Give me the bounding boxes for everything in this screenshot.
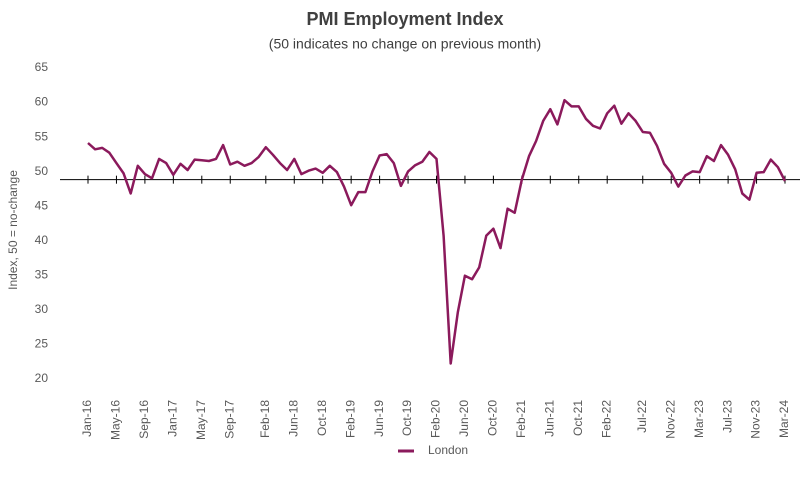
y-tick-label: 60 <box>35 95 49 109</box>
x-tick-label: Feb-18 <box>258 400 272 438</box>
x-tick-label: Sep-16 <box>137 400 151 439</box>
x-tick-label: Oct-20 <box>486 400 500 436</box>
chart-subtitle: (50 indicates no change on previous mont… <box>269 36 541 52</box>
x-tick-label: Feb-20 <box>429 400 443 438</box>
x-tick-label: Jul-22 <box>635 400 649 433</box>
x-tick-label: Oct-19 <box>400 400 414 436</box>
x-tick-label: Jan-16 <box>80 400 94 437</box>
y-tick-label: 40 <box>35 233 49 247</box>
y-axis-label: Index, 50 = no-change <box>6 170 20 290</box>
x-tick-label: May-16 <box>109 400 123 440</box>
x-tick-label: Jun-19 <box>372 400 386 437</box>
chart-title: PMI Employment Index <box>306 9 503 29</box>
y-tick-label: 65 <box>35 60 49 74</box>
x-tick-label: May-17 <box>194 400 208 440</box>
y-tick-label: 30 <box>35 302 49 316</box>
x-tick-label: Feb-22 <box>599 400 613 438</box>
x-tick-label: Oct-21 <box>571 400 585 436</box>
y-tick-label: 25 <box>35 337 49 351</box>
x-tick-label: Jun-21 <box>542 400 556 437</box>
x-tick-label: Mar-24 <box>777 400 791 438</box>
x-tick-label: Oct-18 <box>315 400 329 436</box>
y-tick-label: 35 <box>35 268 49 282</box>
x-tick-label: Nov-23 <box>749 400 763 439</box>
x-tick-label: Jul-23 <box>720 400 734 433</box>
x-tick-label: Nov-22 <box>663 400 677 439</box>
x-tick-label: Mar-23 <box>692 400 706 438</box>
y-tick-label: 20 <box>35 371 49 385</box>
y-tick-label: 45 <box>35 198 49 212</box>
legend-label: London <box>428 443 468 457</box>
x-tick-label: Feb-19 <box>343 400 357 438</box>
x-tick-label: Feb-21 <box>514 400 528 438</box>
x-tick-label: Sep-17 <box>222 400 236 439</box>
x-tick-label: Jun-20 <box>457 400 471 437</box>
y-tick-label: 55 <box>35 129 49 143</box>
y-tick-label: 50 <box>35 164 49 178</box>
x-tick-label: Jan-17 <box>166 400 180 437</box>
x-tick-label: Jun-18 <box>286 400 300 437</box>
line-series <box>87 98 787 365</box>
